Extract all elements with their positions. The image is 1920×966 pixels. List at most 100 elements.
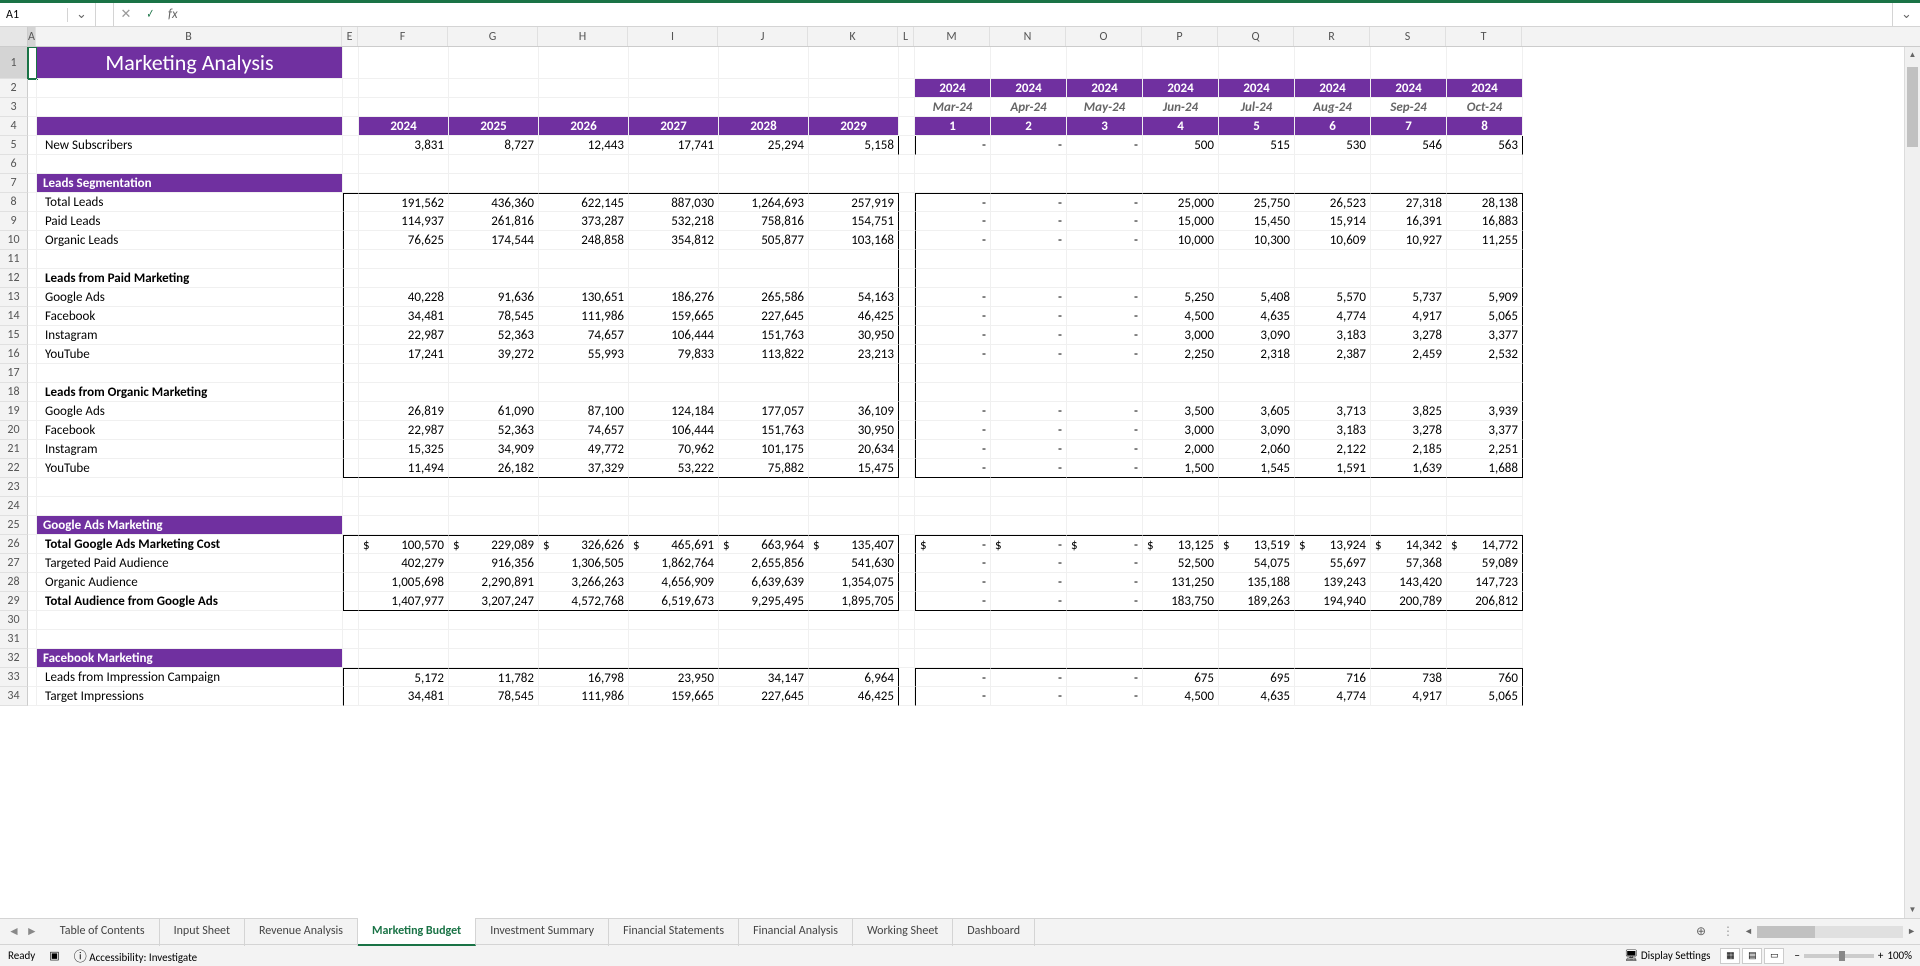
cell-value[interactable]: 11,255 [1447,231,1523,250]
scroll-thumb[interactable] [1907,67,1918,147]
cell-value[interactable]: 515 [1219,136,1295,155]
row-header[interactable]: 33 [0,668,28,687]
header-month[interactable]: Aug-24 [1295,98,1371,117]
cell[interactable] [359,155,449,174]
cell-value[interactable]: 91,636 [449,288,539,307]
cell[interactable] [1219,155,1295,174]
cell[interactable] [37,250,343,269]
cell[interactable] [1067,611,1143,630]
cell-value[interactable]: 4,500 [1143,307,1219,326]
cell-value[interactable]: 49,772 [539,440,629,459]
cell[interactable] [1219,478,1295,497]
cell[interactable] [1371,364,1447,383]
cell-value[interactable]: 34,909 [449,440,539,459]
cell-value[interactable]: - [1067,554,1143,573]
row-header[interactable]: 22 [0,459,28,478]
cell[interactable] [1447,649,1523,668]
cell[interactable] [629,174,719,193]
cell-value[interactable]: - [1067,136,1143,155]
cell-value[interactable]: 530 [1295,136,1371,155]
select-all-corner[interactable] [0,27,28,46]
cell[interactable] [1143,383,1219,402]
cell[interactable] [899,459,915,478]
cell[interactable] [899,421,915,440]
scroll-right-icon[interactable]: ► [1907,926,1916,937]
cell-value[interactable]: 25,750 [1219,193,1295,212]
cell-value[interactable]: - [1067,193,1143,212]
cell[interactable] [1143,478,1219,497]
cell-value[interactable]: 4,635 [1219,307,1295,326]
cell[interactable] [719,649,809,668]
cell-value[interactable]: 3,000 [1143,326,1219,345]
cell[interactable] [449,478,539,497]
cell[interactable] [1371,47,1447,79]
cell-value[interactable]: 10,927 [1371,231,1447,250]
cell[interactable] [28,155,37,174]
cell-value[interactable]: 2,060 [1219,440,1295,459]
cell[interactable] [809,611,899,630]
cell-value[interactable]: 177,057 [719,402,809,421]
cell-value[interactable]: - [1067,573,1143,592]
col-header-B[interactable]: B [36,27,342,46]
cell[interactable] [343,459,359,478]
row-header[interactable]: 21 [0,440,28,459]
cell[interactable] [359,98,449,117]
formula-expand-icon[interactable]: ⌄ [1892,3,1920,26]
cell-value[interactable]: $- [915,535,991,554]
cell-value[interactable]: 151,763 [719,326,809,345]
cell-value[interactable]: - [915,231,991,250]
cell[interactable] [991,364,1067,383]
cell[interactable] [1371,630,1447,649]
cell-value[interactable]: 436,360 [449,193,539,212]
cell-value[interactable]: 5,065 [1447,307,1523,326]
cell-value[interactable]: 52,363 [449,421,539,440]
cell-value[interactable]: $14,772 [1447,535,1523,554]
cell-value[interactable]: 135,188 [1219,573,1295,592]
row-label[interactable]: Organic Leads [37,231,343,250]
row-label[interactable]: Leads from Paid Marketing [37,269,343,288]
cell-value[interactable]: $- [1067,535,1143,554]
cell[interactable] [28,649,37,668]
cancel-formula-icon[interactable]: ✕ [114,7,138,22]
cell[interactable] [28,288,37,307]
cell[interactable] [343,136,359,155]
cell[interactable] [1067,516,1143,535]
cell[interactable] [1447,611,1523,630]
cell[interactable] [915,611,991,630]
cell[interactable] [539,383,629,402]
cell-value[interactable]: 174,544 [449,231,539,250]
cell[interactable] [1219,649,1295,668]
cell[interactable] [629,630,719,649]
cell[interactable] [539,250,629,269]
cell-value[interactable]: 143,420 [1371,573,1447,592]
cell-value[interactable]: 20,634 [809,440,899,459]
cell[interactable] [1067,649,1143,668]
cell[interactable] [539,98,629,117]
col-header-S[interactable]: S [1370,27,1446,46]
cell[interactable] [1219,250,1295,269]
cell-value[interactable]: - [1067,231,1143,250]
cell[interactable] [719,98,809,117]
cell[interactable] [343,592,359,611]
cell[interactable] [1295,383,1371,402]
row-header[interactable]: 8 [0,193,28,212]
sheet-tab[interactable]: Investment Summary [476,918,609,946]
cell-value[interactable]: 2,459 [1371,345,1447,364]
row-header[interactable]: 10 [0,231,28,250]
cell-value[interactable]: 1,862,764 [629,554,719,573]
col-header-G[interactable]: G [448,27,538,46]
scroll-left-icon[interactable]: ◄ [1744,926,1753,937]
cell[interactable] [719,611,809,630]
cell-value[interactable]: - [915,307,991,326]
cell[interactable] [539,364,629,383]
cell-value[interactable]: $326,626 [539,535,629,554]
cell-value[interactable]: $135,407 [809,535,899,554]
sheet-tab[interactable]: Table of Contents [46,918,160,946]
sheet-tab[interactable]: Working Sheet [853,918,953,946]
cell-value[interactable]: 3,207,247 [449,592,539,611]
cell[interactable] [899,478,915,497]
cell-value[interactable]: 1,354,075 [809,573,899,592]
cell[interactable] [915,364,991,383]
cell[interactable] [899,383,915,402]
cell-value[interactable]: 189,263 [1219,592,1295,611]
